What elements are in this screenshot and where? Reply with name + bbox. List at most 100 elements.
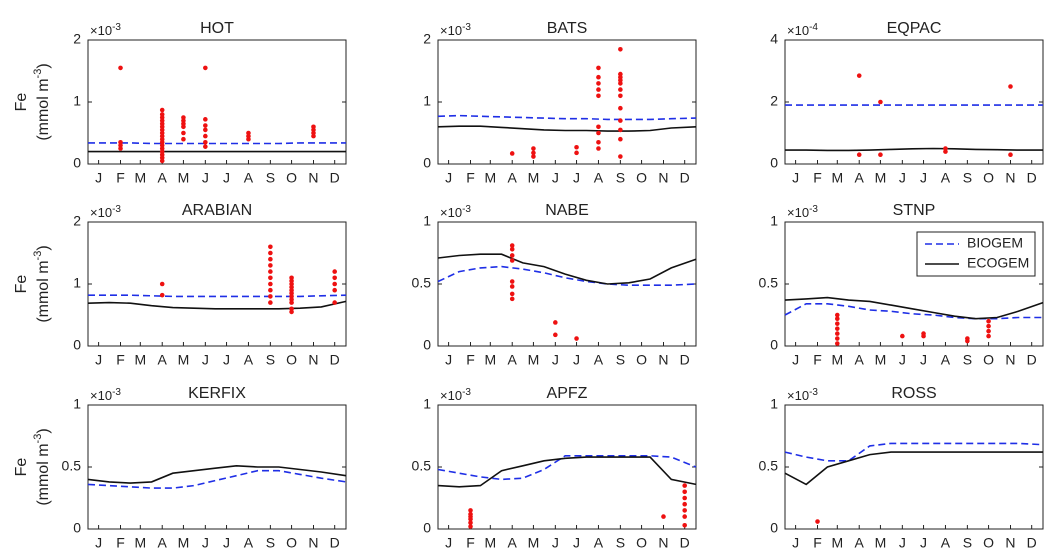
observation bbox=[332, 287, 337, 293]
series-line bbox=[88, 142, 346, 145]
y-label-unit-exp: -3 bbox=[32, 69, 44, 79]
observation bbox=[553, 320, 558, 325]
x-tick-label: A bbox=[244, 352, 254, 368]
observation bbox=[509, 246, 515, 252]
observation bbox=[531, 154, 536, 159]
x-tick-label: A bbox=[244, 170, 254, 186]
observation bbox=[815, 519, 820, 524]
x-tick-label: M bbox=[875, 170, 887, 186]
y-label-unit: (mmol m-3) bbox=[32, 63, 52, 140]
observation bbox=[332, 281, 337, 287]
series-line bbox=[88, 294, 347, 298]
observation bbox=[181, 130, 186, 136]
observation bbox=[574, 144, 579, 150]
x-tick-label: J bbox=[202, 535, 209, 551]
observation bbox=[986, 328, 991, 334]
series-line bbox=[437, 125, 697, 132]
x-tick-label: J bbox=[445, 352, 452, 368]
x-tick-label: O bbox=[636, 535, 647, 551]
x-tick-label: S bbox=[266, 170, 275, 186]
observation bbox=[268, 250, 273, 256]
axis-scale-exp: -3 bbox=[112, 204, 121, 215]
x-tick-label: M bbox=[134, 352, 146, 368]
axes-frame bbox=[784, 39, 1044, 165]
x-tick-label: O bbox=[286, 535, 297, 551]
observation bbox=[289, 300, 294, 305]
series-line bbox=[437, 456, 697, 488]
x-tick-label: N bbox=[308, 352, 318, 368]
y-tick-label: 0.5 bbox=[759, 275, 779, 291]
panel-title: KERFIX bbox=[188, 385, 246, 402]
axis-scale: ×10-3 bbox=[440, 387, 471, 404]
axis-scale: ×10-4 bbox=[787, 22, 818, 39]
x-tick-label: J bbox=[95, 352, 102, 368]
x-tick-label: J bbox=[95, 535, 102, 551]
y-tick-label: 0.5 bbox=[62, 458, 82, 474]
observation bbox=[596, 65, 601, 71]
observation bbox=[203, 117, 208, 122]
observation bbox=[878, 152, 883, 157]
axes-frame bbox=[87, 221, 347, 347]
x-tick-label: J bbox=[223, 170, 230, 186]
observation bbox=[332, 300, 337, 305]
x-tick-label: M bbox=[875, 535, 887, 551]
y-tick-label: 0.5 bbox=[759, 458, 779, 474]
observation bbox=[468, 508, 473, 513]
x-tick-label: A bbox=[594, 535, 604, 551]
panel-title: ROSS bbox=[891, 385, 936, 402]
series-line bbox=[87, 464, 347, 484]
observation bbox=[203, 140, 208, 145]
axis-scale-base: ×10 bbox=[787, 388, 809, 403]
x-tick-label: S bbox=[963, 170, 972, 186]
axis-scale: ×10-3 bbox=[90, 204, 121, 221]
observation bbox=[118, 146, 123, 151]
observation bbox=[118, 65, 123, 71]
x-tick-label: A bbox=[941, 535, 951, 551]
y-tick-label: 1 bbox=[423, 213, 431, 229]
axis-scale: ×10-3 bbox=[787, 387, 818, 404]
x-tick-label: S bbox=[616, 170, 625, 186]
x-tick-label: J bbox=[899, 352, 906, 368]
y-tick-label: 0.5 bbox=[412, 275, 432, 291]
x-tick-label: A bbox=[508, 535, 518, 551]
x-tick-label: J bbox=[573, 535, 580, 551]
x-tick-label: D bbox=[680, 535, 690, 551]
series-line bbox=[437, 253, 697, 285]
y-tick-label: 2 bbox=[73, 31, 81, 47]
x-tick-label: A bbox=[158, 535, 168, 551]
y-label-unit-text: (mmol m bbox=[35, 260, 52, 322]
x-tick-label: J bbox=[920, 170, 927, 186]
observation bbox=[268, 244, 273, 250]
y-tick-label: 2 bbox=[73, 213, 81, 229]
y-tick-label: 0 bbox=[770, 155, 778, 171]
observation bbox=[618, 136, 623, 142]
x-tick-label: D bbox=[330, 535, 340, 551]
observation bbox=[509, 284, 515, 289]
axis-scale-exp: -3 bbox=[462, 204, 471, 215]
observation bbox=[835, 316, 840, 322]
x-tick-label: D bbox=[330, 170, 340, 186]
y-label-unit-end: ) bbox=[35, 245, 52, 250]
observation bbox=[682, 495, 687, 501]
axis-scale-exp: -4 bbox=[809, 22, 818, 33]
x-tick-label: J bbox=[552, 170, 559, 186]
x-tick-label: O bbox=[983, 535, 994, 551]
x-tick-label: A bbox=[855, 352, 865, 368]
series-line bbox=[87, 469, 347, 489]
x-tick-label: J bbox=[552, 352, 559, 368]
observation bbox=[835, 341, 840, 346]
x-tick-label: A bbox=[594, 170, 604, 186]
axis-scale-base: ×10 bbox=[90, 388, 112, 403]
observation bbox=[181, 136, 186, 142]
y-label-unit-text: (mmol m bbox=[35, 78, 52, 140]
x-tick-label: F bbox=[466, 352, 475, 368]
observation bbox=[159, 292, 165, 298]
legend-label: BIOGEM bbox=[967, 235, 1023, 251]
series-line bbox=[784, 303, 1043, 320]
observation bbox=[921, 333, 926, 339]
